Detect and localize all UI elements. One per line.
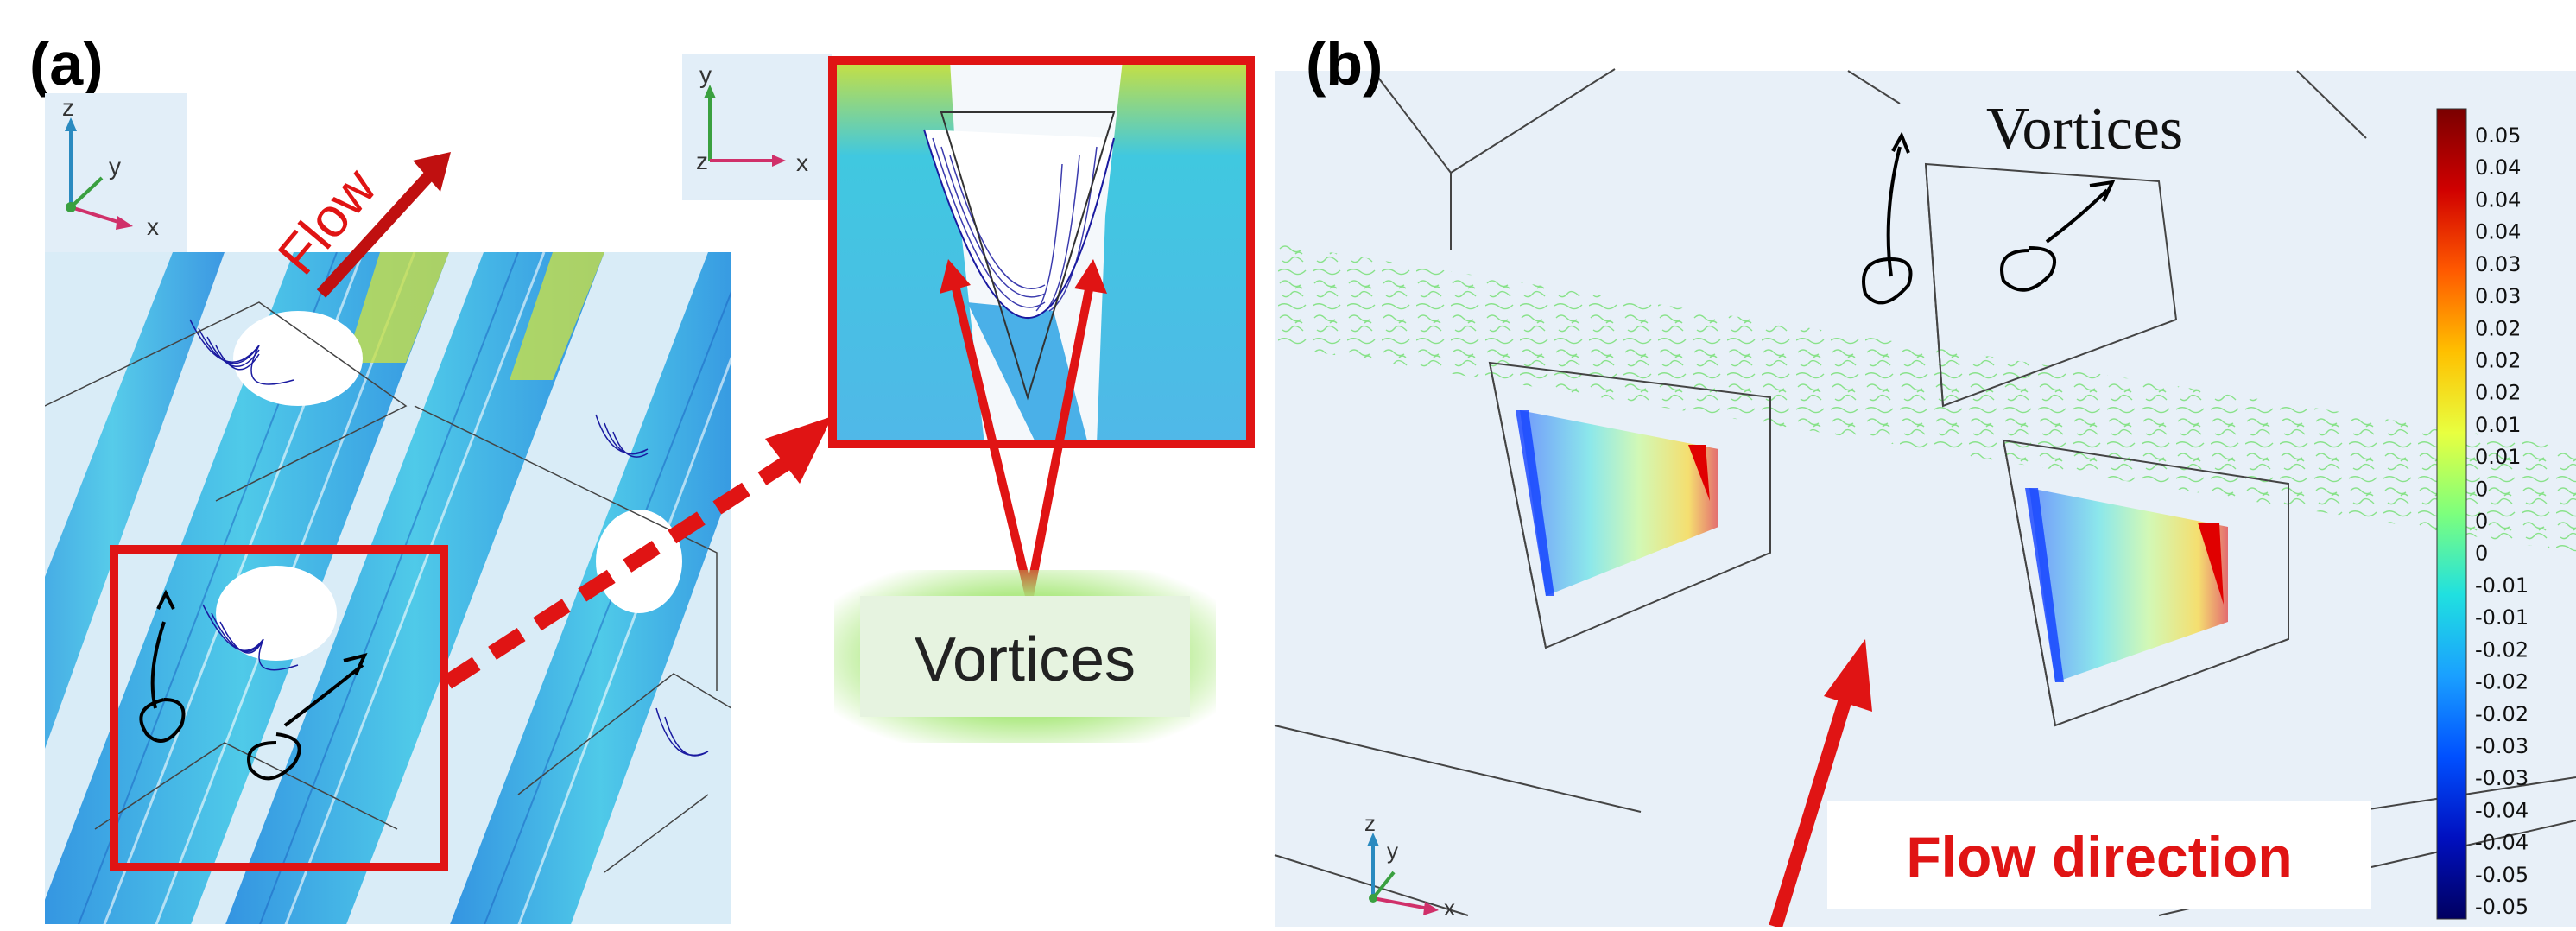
- colorbar-tick-label: -0.05: [2475, 895, 2529, 919]
- vortex-pointer-arrows: [940, 259, 1107, 598]
- vortices-label-box-a: Vortices: [834, 570, 1216, 743]
- vortex-symbols-a: [139, 589, 368, 781]
- colorbar-tick-label: -0.01: [2475, 573, 2529, 598]
- b-axis-z-label: z: [1364, 810, 1376, 836]
- colorbar: 0.05 0.04 0.04 0.04 0.03 0.03 0.02 0.02 0.02 0.01…: [2436, 108, 2529, 920]
- colorbar-tick-label: -0.03: [2475, 734, 2529, 758]
- inset-axis-x-label: x: [796, 149, 808, 176]
- axis-y-label: y: [109, 153, 121, 180]
- inset-axis-y-label: y: [699, 61, 712, 88]
- inset-frame: [828, 56, 1255, 448]
- zoom-region-box: [110, 545, 448, 871]
- flow-arrow: [316, 168, 437, 298]
- colorbar-tick-label: 0: [2475, 542, 2488, 566]
- colorbar-tick-label: -0.02: [2475, 670, 2529, 694]
- panel-a: (a) z y x Flow: [29, 30, 1255, 924]
- colorbar-tick-label: 0.03: [2475, 252, 2521, 276]
- green-streamline-band: [1275, 244, 2576, 553]
- colorbar-tick-label: 0.04: [2475, 187, 2521, 212]
- colorbar-tick-label: -0.05: [2475, 863, 2529, 887]
- colorbar-tick-label: -0.01: [2475, 605, 2529, 630]
- colorbar-tick-label: -0.02: [2475, 702, 2529, 726]
- vortex-plate-2: [2025, 488, 2228, 682]
- colorbar-tick-label: 0.05: [2475, 124, 2521, 148]
- flow-direction-arrow: [1769, 688, 1855, 929]
- colorbar-tick-label: 0: [2475, 477, 2488, 501]
- colorbar-tick-label: -0.04: [2475, 831, 2529, 855]
- colorbar-tick-label: 0.02: [2475, 348, 2521, 372]
- panel-b-axis-triad: z y x: [1364, 810, 1455, 921]
- colorbar-tick-label: 0.04: [2475, 220, 2521, 244]
- panel-b: (b) Vortices Flow direction: [1274, 30, 2576, 929]
- inset-zoom-view: [828, 56, 1255, 448]
- colorbar-tick-label: 0.03: [2475, 284, 2521, 308]
- colorbar-tick-label: 0.01: [2475, 445, 2521, 469]
- colorbar-tick-label: -0.04: [2475, 798, 2529, 822]
- colorbar-tick-label: 0.01: [2475, 413, 2521, 437]
- colorbar-tick-label: -0.02: [2475, 637, 2529, 662]
- colorbar-gradient: [2436, 108, 2467, 920]
- panel-a-axis-triad: z y x: [45, 93, 187, 252]
- colorbar-tick-label: 0: [2475, 510, 2488, 534]
- colorbar-labels: 0.05 0.04 0.04 0.04 0.03 0.03 0.02 0.02 0.02 0.01…: [2475, 124, 2529, 919]
- colorbar-tick-label: 0.04: [2475, 155, 2521, 180]
- inset-axis-z-label: z: [696, 148, 708, 174]
- b-axis-x-label: x: [1444, 895, 1455, 921]
- vortex-symbols-b: [1862, 131, 2116, 305]
- vortices-label-b: Vortices: [1986, 96, 2183, 162]
- panel-a-label: (a): [29, 30, 104, 98]
- axis-z-label: z: [62, 94, 74, 121]
- b-axis-y-label: y: [1387, 838, 1398, 864]
- vortex-plate-1: [1516, 410, 1718, 596]
- dashed-zoom-arrow: [443, 451, 799, 689]
- colorbar-tick-label: 0.02: [2475, 316, 2521, 340]
- flow-direction-label: Flow direction: [1906, 825, 2292, 889]
- colorbar-tick-label: 0.02: [2475, 381, 2521, 405]
- inset-axis-triad: y z x: [682, 54, 832, 200]
- panel-b-label: (b): [1306, 30, 1383, 98]
- flow-direction-box: Flow direction: [1827, 801, 2371, 909]
- vortices-label-a: Vortices: [915, 625, 1136, 694]
- axis-x-label: x: [147, 213, 159, 240]
- colorbar-tick-label: -0.03: [2475, 766, 2529, 790]
